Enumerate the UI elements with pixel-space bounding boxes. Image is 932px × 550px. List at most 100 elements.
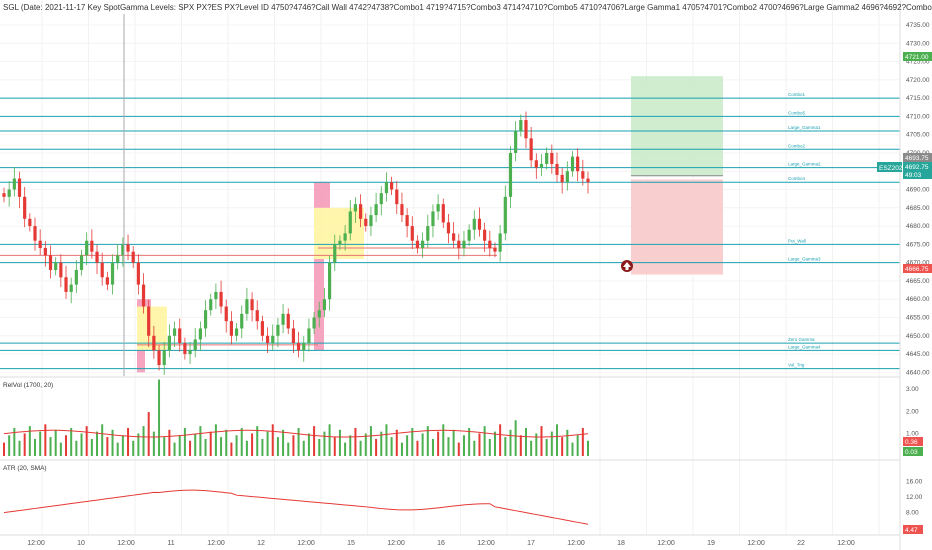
relvol-bar <box>442 424 445 456</box>
svg-text:4666.75: 4666.75 <box>905 266 929 273</box>
candle-body <box>172 328 177 336</box>
relvol-bar <box>230 442 233 456</box>
relvol-pane[interactable]: 3.00 2.00 1.00 <box>3 379 919 456</box>
candle-body <box>431 211 435 227</box>
time-tick: 12:00 <box>747 540 765 547</box>
candle-body <box>426 226 430 241</box>
candle-body <box>59 262 63 278</box>
candle-body <box>240 313 244 329</box>
relvol-bar <box>209 431 212 456</box>
time-tick: 12:00 <box>837 540 855 547</box>
relvol-bar <box>468 427 471 456</box>
candle-body <box>116 255 120 263</box>
candle-body <box>69 284 73 292</box>
price-tick: 4640.00 <box>906 369 930 376</box>
relvol-bar <box>581 427 584 456</box>
relvol-bar <box>245 440 248 456</box>
long-position-arrow-icon[interactable] <box>621 260 633 272</box>
candle-body <box>23 196 27 219</box>
relvol-bar <box>561 437 564 456</box>
candle-body <box>245 299 249 314</box>
candle-body <box>152 335 156 351</box>
price-tick: 4730.00 <box>906 40 930 47</box>
price-tick: 4680.00 <box>906 223 930 230</box>
relvol-bar <box>406 435 409 456</box>
relvol-bar <box>587 440 589 456</box>
relvol-bar <box>147 412 150 456</box>
relvol-tick: 2.00 <box>906 408 919 415</box>
candle-body <box>281 313 285 325</box>
relvol-tick: 3.00 <box>906 386 919 393</box>
relvol-bar <box>39 431 42 456</box>
relvol-bar <box>96 431 99 456</box>
price-tag-stop: 4666.75 <box>903 264 932 273</box>
last-price-tag: 4692.75 49:03 <box>903 162 932 179</box>
candle-body <box>415 240 420 249</box>
relvol-bar <box>3 442 5 456</box>
candle-body <box>64 277 68 292</box>
atr-value-tag: 4.47 <box>903 525 923 534</box>
candle-body <box>141 284 146 307</box>
relvol-bar <box>437 431 440 456</box>
target-zone[interactable] <box>631 76 723 176</box>
relvol-bar <box>142 426 145 456</box>
relvol-bar <box>183 427 186 456</box>
relvol-bar <box>75 440 78 456</box>
relvol-bar <box>323 431 326 456</box>
candle-body <box>421 240 425 249</box>
profile-low <box>137 350 145 373</box>
relvol-bar <box>421 433 424 456</box>
relvol-bar <box>13 427 16 456</box>
relvol-bar <box>359 440 362 456</box>
candle-body <box>167 335 171 351</box>
relvol-bar <box>349 435 352 456</box>
candle-body <box>576 156 580 172</box>
time-axis[interactable]: 12:00 10 12:00 11 12:00 12 12:00 15 12:00 16 12:00… <box>27 540 855 547</box>
time-tick: 22 <box>797 540 805 547</box>
svg-text:4721.00: 4721.00 <box>905 54 929 61</box>
relvol-bar <box>338 429 341 456</box>
candle-body <box>457 240 461 249</box>
relvol-bar <box>199 426 202 456</box>
relvol-line <box>3 429 589 438</box>
relvol-bar <box>333 437 336 456</box>
candle-body <box>188 350 192 355</box>
candle-body <box>390 182 394 190</box>
time-tick: 12 <box>257 540 265 547</box>
relvol-bar <box>488 438 491 456</box>
price-tick: 4655.00 <box>906 314 930 321</box>
time-tick: 12:00 <box>297 540 315 547</box>
candle-body <box>565 171 569 183</box>
svg-text:4.47: 4.47 <box>905 527 918 534</box>
time-tick: 17 <box>527 540 535 547</box>
atr-pane[interactable]: 16.00 12.00 8.00 <box>3 479 923 525</box>
level-label: Put_Wall <box>788 238 806 243</box>
relvol-bar <box>127 427 130 456</box>
relvol-bar <box>8 435 11 456</box>
candle-body <box>483 229 487 241</box>
relvol-bar <box>276 437 279 456</box>
relvol-bar <box>220 437 223 456</box>
relvol-bar <box>251 433 254 456</box>
relvol-bar <box>240 427 243 456</box>
candle-body <box>38 240 42 249</box>
candles <box>2 111 590 375</box>
stop-zone[interactable] <box>631 179 723 275</box>
candle-body <box>379 193 383 205</box>
level-label: Large_Gamma3 <box>788 257 821 262</box>
atr-tick: 8.00 <box>906 510 919 517</box>
price-tick: 4720.00 <box>906 77 930 84</box>
price-tick: 4710.00 <box>906 113 930 120</box>
relvol-bar <box>571 442 574 456</box>
candle-body <box>322 299 327 311</box>
relvol-bar <box>173 442 176 456</box>
candle-body <box>436 204 440 212</box>
relvol-bar <box>297 427 300 456</box>
chart-title: SGL (Date: 2021-11-17 Key SpotGamma Leve… <box>3 3 932 12</box>
relvol-bar <box>431 438 434 456</box>
relvol-bar <box>204 438 207 456</box>
price-axis[interactable]: 4735.00 4730.00 4725.00 4720.00 4715.00 4710.… <box>906 22 930 376</box>
candle-body <box>452 233 456 241</box>
